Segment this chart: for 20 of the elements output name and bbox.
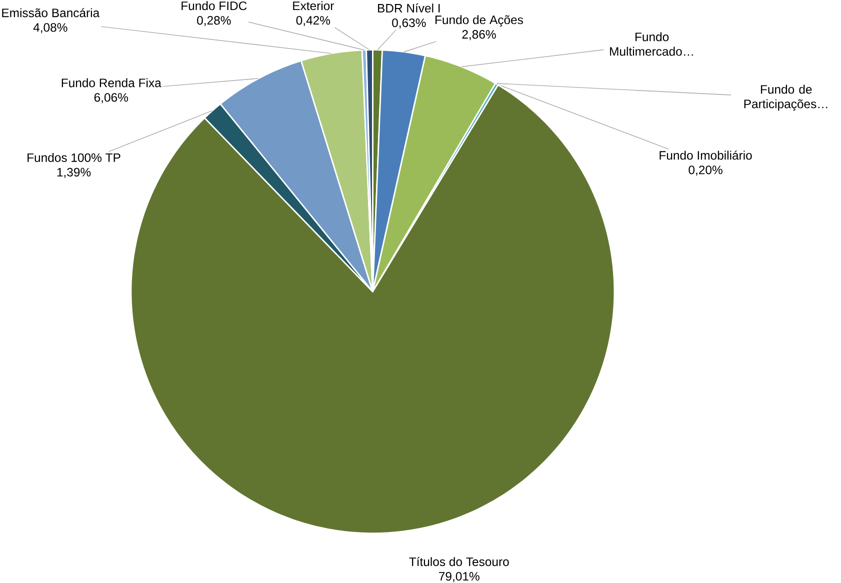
data-label: 1,39% <box>57 168 91 178</box>
data-label: 2,86% <box>462 30 496 40</box>
slice-label: Fundos 100% TP <box>28 152 120 162</box>
data-label: 79,01% <box>439 572 480 582</box>
data-label: 4,08% <box>33 23 68 34</box>
slice-label: Emissão Bancária <box>2 8 100 18</box>
slice-label: BDR Nível I <box>378 3 440 12</box>
data-label: 0,63% <box>392 18 426 28</box>
slice-label: Fundo de Ações <box>436 15 523 27</box>
slice-label: Fundo FIDC <box>182 1 247 10</box>
slice-label: Fundo Renda Fixa <box>62 78 162 88</box>
data-label: 0,20% <box>688 165 722 176</box>
data-label: 6,06% <box>94 93 128 104</box>
data-label: 0,42% <box>296 16 330 26</box>
category-label: Fundo de Participações… <box>744 84 828 111</box>
data-label: 0,28% <box>197 16 231 26</box>
slice-label: Exterior <box>293 1 334 10</box>
slice-label: Fundo Imobiliário <box>660 150 752 160</box>
slice-label: Fundo Multimercado… <box>610 32 693 56</box>
slice-label: Títulos do Tesouro <box>409 556 509 566</box>
